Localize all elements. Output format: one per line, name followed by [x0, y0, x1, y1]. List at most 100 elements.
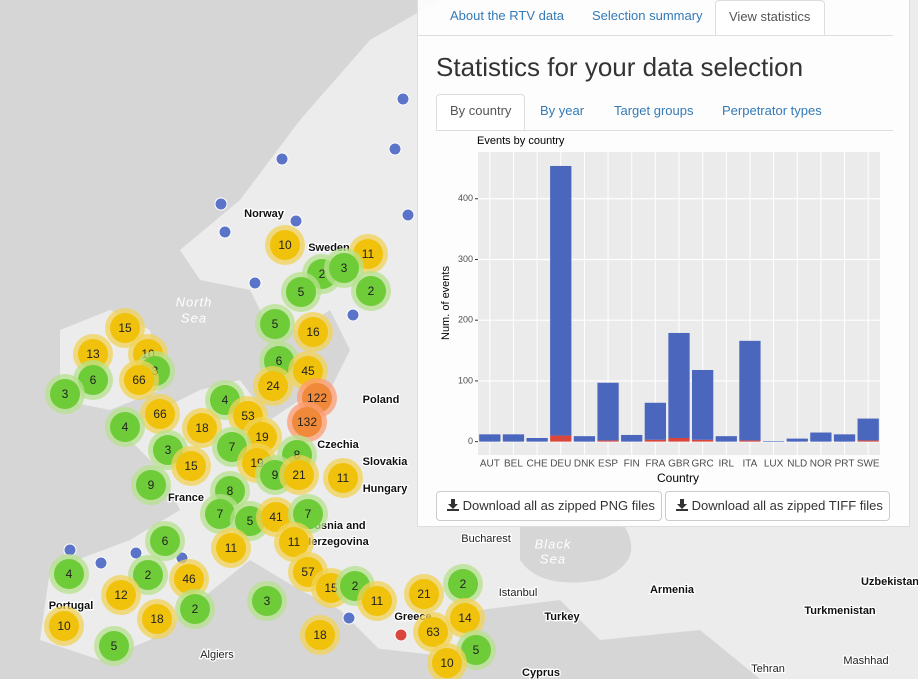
- cluster[interactable]: 18: [300, 615, 340, 655]
- cluster-count: 2: [319, 267, 326, 281]
- cluster[interactable]: 21: [404, 574, 444, 614]
- cluster[interactable]: 10: [44, 606, 84, 646]
- marker[interactable]: [394, 628, 408, 642]
- cluster[interactable]: 66: [119, 360, 159, 400]
- cluster[interactable]: 21: [279, 455, 319, 495]
- cluster[interactable]: 18: [182, 408, 222, 448]
- map-label: North: [176, 294, 213, 309]
- cluster[interactable]: 12: [101, 575, 141, 615]
- cluster[interactable]: 3: [324, 248, 364, 288]
- cluster[interactable]: 14: [445, 598, 485, 638]
- cluster-count: 6: [162, 534, 169, 548]
- tab[interactable]: Selection summary: [592, 8, 703, 23]
- cluster-count: 6: [276, 354, 283, 368]
- cluster-core: [142, 604, 172, 634]
- cluster[interactable]: 2: [351, 271, 391, 311]
- cluster-core: [78, 365, 108, 395]
- cluster[interactable]: 16: [293, 312, 333, 352]
- marker[interactable]: [248, 276, 262, 290]
- marker[interactable]: [342, 611, 356, 625]
- cluster[interactable]: 10: [427, 643, 467, 679]
- cluster-core: [356, 276, 386, 306]
- cluster-count: 15: [184, 459, 198, 473]
- subtab[interactable]: By year: [540, 103, 585, 118]
- marker[interactable]: [401, 208, 415, 222]
- cluster-core: [150, 526, 180, 556]
- cluster-core: [205, 499, 235, 529]
- cluster[interactable]: 11: [357, 581, 397, 621]
- cluster-count: 14: [458, 611, 472, 625]
- cluster[interactable]: 5: [94, 626, 134, 666]
- cluster-core: [106, 580, 136, 610]
- cluster-count: 11: [225, 541, 238, 555]
- cluster[interactable]: 7: [200, 494, 240, 534]
- marker[interactable]: [94, 556, 108, 570]
- cluster[interactable]: 4: [105, 407, 145, 447]
- marker[interactable]: [388, 142, 402, 156]
- cluster-count: 21: [292, 468, 306, 482]
- cluster[interactable]: 4: [49, 554, 89, 594]
- cluster[interactable]: 3: [247, 581, 287, 621]
- cluster[interactable]: 11: [274, 522, 314, 562]
- marker[interactable]: [214, 197, 228, 211]
- map-label: Herzegovina: [303, 536, 369, 548]
- cluster-core: [329, 253, 359, 283]
- button-label: Download all as zipped PNG files: [462, 498, 655, 513]
- marker[interactable]: [218, 225, 232, 239]
- cluster[interactable]: 10: [265, 225, 305, 265]
- cluster-count: 11: [371, 594, 384, 608]
- cluster[interactable]: 24: [253, 366, 293, 406]
- download-png[interactable]: Download all as zipped PNG files: [436, 491, 662, 521]
- cluster-count: 66: [153, 407, 167, 421]
- cluster[interactable]: 15: [171, 446, 211, 486]
- cluster-count: 4: [122, 420, 129, 434]
- download-icon: [676, 499, 688, 511]
- cluster-count: 21: [417, 587, 431, 601]
- marker[interactable]: [346, 308, 360, 322]
- marker[interactable]: [289, 214, 303, 228]
- map-label: Mashhad: [843, 655, 888, 667]
- cluster[interactable]: 9: [131, 465, 171, 505]
- cluster-count: 11: [337, 471, 350, 485]
- cluster[interactable]: 66: [140, 394, 180, 434]
- cluster[interactable]: 132: [287, 402, 327, 442]
- tab-line: [418, 35, 893, 36]
- map-label: Algiers: [200, 649, 234, 661]
- cluster[interactable]: 5: [281, 272, 321, 312]
- cluster-core: [258, 371, 288, 401]
- download-tiff[interactable]: Download all as zipped TIFF files: [665, 491, 890, 521]
- cluster[interactable]: 5: [255, 304, 295, 344]
- map-label: Uzbekistan: [861, 576, 918, 588]
- cluster[interactable]: 15: [105, 308, 145, 348]
- cluster[interactable]: 11: [323, 458, 363, 498]
- cluster[interactable]: 63: [413, 612, 453, 652]
- map-label: Czechia: [317, 439, 359, 451]
- cluster-count: 10: [440, 656, 454, 670]
- subtab[interactable]: Perpetrator types: [722, 103, 822, 118]
- map-label: France: [168, 492, 204, 504]
- cluster-core: [49, 611, 79, 641]
- marker[interactable]: [396, 92, 410, 106]
- cluster-count: 10: [278, 238, 292, 252]
- cluster[interactable]: 46: [169, 559, 209, 599]
- cluster[interactable]: 6: [145, 521, 185, 561]
- cluster[interactable]: 11: [211, 528, 251, 568]
- subtab[interactable]: By country: [436, 94, 526, 130]
- cluster[interactable]: 3: [45, 374, 85, 414]
- cluster-count: 5: [473, 643, 480, 657]
- map-label: Turkey: [544, 611, 580, 623]
- cluster-core: [286, 277, 316, 307]
- cluster-core: [110, 412, 140, 442]
- map-label: Bucharest: [461, 533, 511, 545]
- tab[interactable]: View statistics: [715, 0, 826, 35]
- marker[interactable]: [275, 152, 289, 166]
- cluster[interactable]: 18: [137, 599, 177, 639]
- cluster[interactable]: 2: [175, 589, 215, 629]
- cluster-count: 19: [255, 430, 269, 444]
- cluster[interactable]: 2: [443, 564, 483, 604]
- cluster-count: 18: [150, 612, 164, 626]
- tab[interactable]: About the RTV data: [450, 8, 564, 23]
- stats-panel: About the RTV data Selection summary Vie…: [417, 0, 910, 527]
- subtab[interactable]: Target groups: [614, 103, 694, 118]
